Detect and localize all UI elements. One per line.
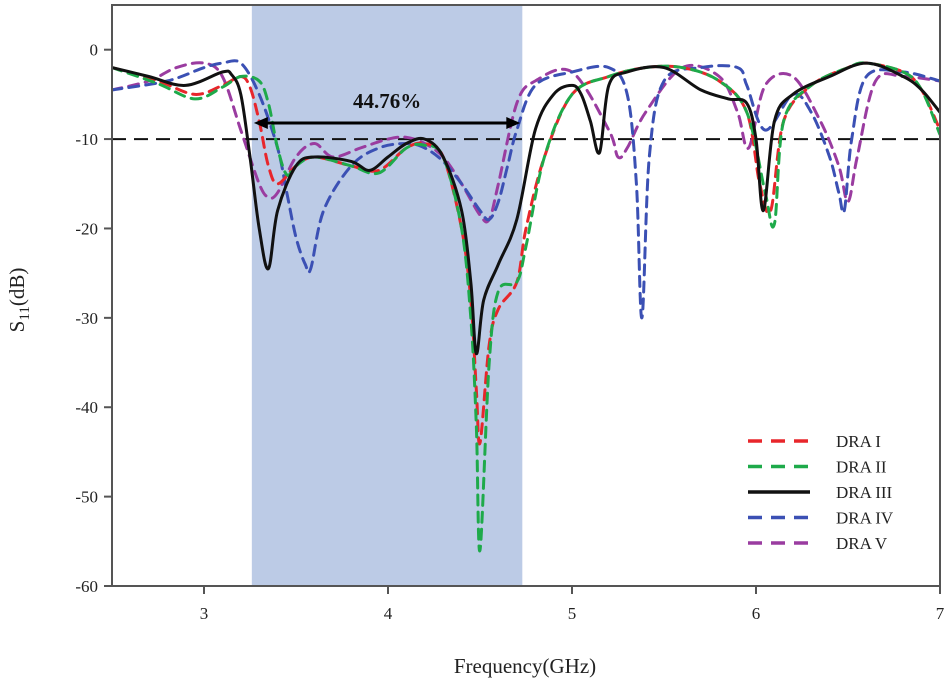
bandwidth-annotation: 44.76%: [253, 89, 521, 129]
legend-label: DRA V: [836, 534, 888, 553]
x-tick-label: 4: [384, 604, 393, 623]
y-tick-label: -10: [75, 130, 98, 149]
series-line-dra-i: [112, 61, 940, 446]
axes: [111, 4, 941, 587]
series-lines: [112, 59, 940, 553]
series-line-dra-iv: [112, 59, 940, 320]
series-line-dra-iii: [112, 61, 940, 356]
x-tick-label: 3: [200, 604, 209, 623]
y-tick-label: -20: [75, 219, 98, 238]
arrow-head-right-icon: [506, 116, 521, 129]
bandwidth-percentage-label: 44.76%: [353, 89, 421, 113]
y-tick-label: 0: [90, 41, 99, 60]
y-tick-label: -40: [75, 398, 98, 417]
x-axis-title: Frequency(GHz): [454, 654, 596, 678]
x-tick-label: 6: [752, 604, 761, 623]
x-tick-label: 7: [936, 604, 945, 623]
legend-label: DRA II: [836, 458, 887, 477]
y-axis-title: S11(dB): [5, 268, 33, 333]
legend-label: DRA IV: [836, 509, 894, 528]
series-line-dra-v: [112, 61, 940, 224]
x-tick-label: 5: [568, 604, 577, 623]
y-axis-title-subscript: 11: [17, 306, 33, 320]
arrow-head-left-icon: [253, 116, 268, 129]
plot-frame: [111, 4, 941, 587]
y-tick-label: -60: [75, 577, 98, 596]
series-line-dra-ii: [112, 61, 940, 553]
tick-labels: 0 -10 -20 -30 -40 -50 -60 3 4 5 6 7: [75, 41, 944, 623]
y-axis-title-unit: (dB): [5, 268, 29, 307]
y-tick-label: -30: [75, 309, 98, 328]
y-axis-title-main: S: [5, 321, 29, 333]
legend-label: DRA III: [836, 483, 893, 502]
legend: DRA I DRA II DRA III DRA IV DRA V: [748, 432, 894, 553]
y-tick-label: -50: [75, 488, 98, 507]
legend-label: DRA I: [836, 432, 881, 451]
